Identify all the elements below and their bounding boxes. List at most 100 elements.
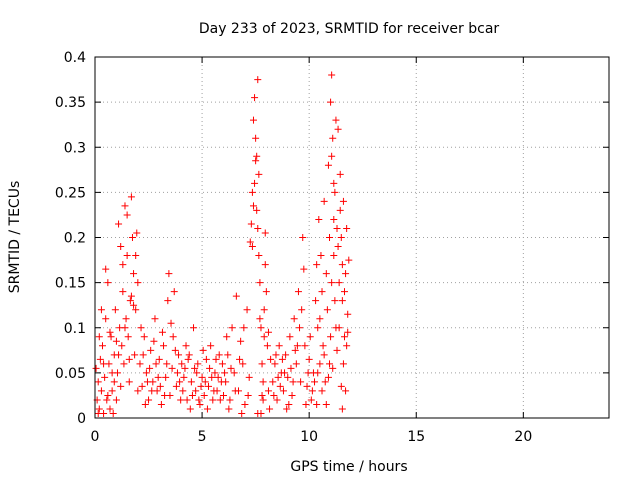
data-point [95,405,103,413]
data-point [303,382,311,390]
data-point [343,224,351,232]
data-point [254,76,262,84]
data-point [331,297,339,305]
data-point [230,369,238,377]
data-point [128,234,136,241]
data-point [100,360,108,368]
data-point [195,396,203,404]
data-point [307,396,315,404]
data-point [336,206,344,214]
data-point [324,373,332,381]
data-point [126,297,134,305]
y-tick-label: 0.15 [55,276,86,292]
data-point [157,400,165,408]
data-point [232,292,240,300]
data-point [94,378,102,386]
data-point [287,364,295,372]
data-point [124,333,132,341]
data-point [239,360,247,368]
data-point [266,405,274,413]
data-point [121,324,129,332]
data-point [197,382,205,390]
data-point [115,351,123,359]
data-point [147,346,155,354]
data-point [313,400,321,408]
data-point [249,116,257,124]
y-tick-label: 0.3 [64,140,86,156]
data-point [316,360,324,368]
data-point [345,256,353,264]
data-point [97,387,105,395]
data-point [286,333,294,341]
data-point [323,306,331,314]
data-point [245,373,253,381]
data-point [320,351,328,359]
data-point [182,342,190,350]
data-point [301,342,309,350]
data-point [335,279,343,287]
data-point [151,315,159,323]
data-point [123,211,131,219]
data-point [180,373,188,381]
data-point [252,134,260,142]
data-point [296,324,304,332]
data-point [158,328,166,336]
data-point [125,378,133,386]
data-point [291,346,299,354]
data-point [222,378,230,386]
data-point [127,292,135,300]
data-point [96,355,104,363]
data-point [320,197,328,205]
data-point [331,188,339,196]
data-point [248,243,256,251]
data-point [246,238,254,246]
data-point [256,279,264,287]
data-point [244,391,252,399]
data-point [146,364,154,372]
data-point [274,373,282,381]
data-point [288,391,296,399]
data-point [101,373,109,381]
data-point [339,197,347,205]
data-point [98,342,106,350]
data-point [302,400,310,408]
data-point [142,369,150,377]
data-point [343,342,351,350]
y-tick-label: 0.2 [64,231,86,247]
y-tick-label: 0 [77,411,86,427]
data-point [192,387,200,395]
data-point [261,229,269,237]
data-point [330,179,338,187]
data-point [122,315,130,323]
data-point [109,409,117,417]
data-point [297,378,305,386]
data-point [341,333,349,341]
data-point [304,369,312,377]
data-point [316,315,324,323]
data-point [259,378,267,386]
data-point [112,396,120,404]
data-point [328,152,336,160]
data-point [249,202,257,210]
data-point [338,297,346,305]
data-point [118,342,126,350]
data-point [283,405,291,413]
data-point [253,206,261,214]
data-point [102,315,110,323]
data-point [231,387,239,395]
data-point [119,288,127,296]
data-point [272,351,280,359]
x-tick-label: 0 [91,429,100,445]
data-point [344,328,352,336]
data-point [330,252,338,260]
data-point [172,382,180,390]
data-point [338,405,346,413]
data-point [120,360,128,368]
data-point [223,333,231,341]
data-point [257,324,265,332]
data-point [193,369,201,377]
data-point [293,342,301,350]
data-point [254,224,262,232]
data-point [203,405,211,413]
data-point [312,297,320,305]
